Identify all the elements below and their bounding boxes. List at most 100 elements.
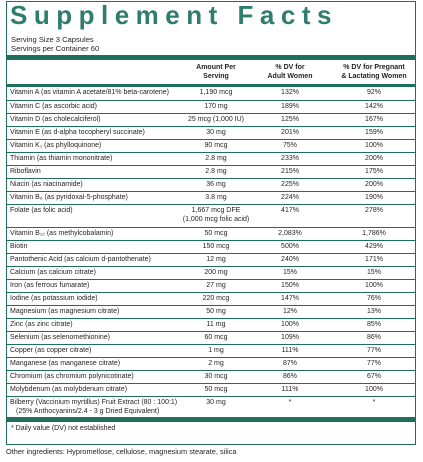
- dv-pregnant-lactating: 77%: [366, 360, 381, 367]
- dv-pregnant-lactating: 278%: [365, 207, 383, 214]
- nutrient-name: Vitamin A (as vitamin A acetate/81% beta…: [10, 89, 170, 96]
- table-row: Vitamin A (as vitamin A acetate/81% beta…: [7, 87, 415, 100]
- dv-adult-women: *: [288, 399, 292, 406]
- amount-per-serving: 1,190 mcg: [199, 89, 233, 96]
- table-row: Iron (as ferrous fumarate) 27 mg 150% 100%: [7, 279, 415, 292]
- dv-adult-women: 15%: [282, 269, 297, 276]
- dv-pregnant-lactating: 76%: [366, 295, 381, 302]
- dv-pregnant-lactating: 190%: [365, 194, 383, 201]
- table-row: Manganese (as manganese citrate) 2 mg 87% 7…: [7, 357, 415, 370]
- amount-per-serving: 25 mcg (1,000 IU): [187, 116, 245, 123]
- header-dv-adult: % DV for Adult Women: [267, 64, 313, 80]
- panel-title: Supplement Facts: [10, 0, 338, 30]
- table-row: Bilberry (Vaccinium myrtillus) Fruit Ext…: [7, 396, 415, 419]
- nutrient-name: Vitamin C (as ascorbic acid): [10, 103, 98, 110]
- nutrient-name: Vitamin K₁ (as phylloquinone): [10, 142, 102, 149]
- nutrient-name: Vitamin B₁₂ (as methylcobalamin): [10, 230, 114, 237]
- dv-adult-women: 75%: [282, 142, 297, 149]
- table-row: Calcium (as calcium citrate) 200 mg 15% 15%: [7, 266, 415, 279]
- table-row: Vitamin D (as cholecalciferol) 25 mcg (1,…: [7, 113, 415, 126]
- amount-per-serving: 170 mg: [204, 103, 228, 110]
- nutrient-name: Copper (as copper citrate): [10, 347, 92, 354]
- dv-pregnant-lactating: 85%: [366, 321, 381, 328]
- dv-pregnant-lactating: 13%: [366, 308, 381, 315]
- dv-adult-women: 224%: [281, 194, 299, 201]
- columns-rule: [7, 84, 415, 87]
- dv-pregnant-lactating: 159%: [365, 129, 383, 136]
- amount-per-serving: 30 mg: [206, 399, 226, 406]
- dv-pregnant-lactating: 100%: [365, 386, 383, 393]
- table-row: Biotin 150 mcg 500% 429%: [7, 240, 415, 253]
- dv-adult-women: 2,083%: [278, 230, 302, 237]
- amount-per-serving: 200 mg: [204, 269, 228, 276]
- nutrient-name: Biotin: [10, 243, 28, 250]
- nutrient-name: Iodine (as potassium iodide): [10, 295, 98, 302]
- nutrient-name: Selenium (as selenomethionine): [10, 334, 110, 341]
- nutrient-name: Vitamin D (as cholecalciferol): [10, 116, 101, 123]
- dv-pregnant-lactating: 100%: [365, 142, 383, 149]
- dv-adult-women: 189%: [281, 103, 299, 110]
- nutrient-name: Vitamin E (as d-alpha tocopheryl succina…: [10, 129, 145, 136]
- amount-per-serving: 2.8 mg: [205, 168, 227, 175]
- dv-pregnant-lactating: 15%: [366, 269, 381, 276]
- dv-adult-women: 111%: [281, 347, 299, 354]
- amount-per-serving: 36 mg: [206, 181, 226, 188]
- nutrient-name: Molybdenum (as molybdenum citrate): [10, 386, 128, 393]
- amount-per-serving: 3.8 mg: [205, 194, 227, 201]
- table-row: Folate (as folic acid) 1,667 mcg DFE 417% 2…: [7, 204, 415, 227]
- table-row: Chromium (as chromium polynicotinate) 30 …: [7, 370, 415, 383]
- dv-adult-women: 12%: [282, 308, 297, 315]
- amount-per-serving: 2.8 mg: [205, 155, 227, 162]
- table-row: Pantothenic Acid (as calcium d-pantothen…: [7, 253, 415, 266]
- nutrient-name: Bilberry (Vaccinium myrtillus) Fruit Ext…: [10, 399, 178, 406]
- dv-pregnant-lactating: 171%: [365, 256, 383, 263]
- dv-pregnant-lactating: 142%: [365, 103, 383, 110]
- serving-size: Serving Size 3 Capsules: [11, 35, 94, 44]
- dv-pregnant-lactating: 175%: [365, 168, 383, 175]
- amount-per-serving: 30 mcg: [204, 373, 228, 380]
- nutrient-name: Iron (as ferrous fumarate): [10, 282, 90, 289]
- dv-adult-women: 233%: [281, 155, 299, 162]
- dv-adult-women: 86%: [282, 373, 297, 380]
- dv-pregnant-lactating: 167%: [365, 116, 383, 123]
- nutrient-name: Pantothenic Acid (as calcium d-pantothen…: [10, 256, 151, 263]
- nutrient-name: Chromium (as chromium polynicotinate): [10, 373, 134, 380]
- dv-pregnant-lactating: 1,786%: [362, 230, 386, 237]
- table-row: Niacin (as niacinamide) 36 mg 225% 200%: [7, 178, 415, 191]
- nutrient-name: Thiamin (as thiamin mononitrate): [10, 155, 113, 162]
- table-row: Selenium (as selenomethionine) 60 mcg 109%…: [7, 331, 415, 344]
- dv-pregnant-lactating: 92%: [366, 89, 381, 96]
- footer-rule: [7, 417, 415, 422]
- amount-per-serving: 90 mcg: [204, 142, 228, 149]
- dv-adult-women: 225%: [281, 181, 299, 188]
- dv-adult-women: 125%: [281, 116, 299, 123]
- nutrient-name-detail: (25% Anthocyanins/2.4 - 3 g Dried Equiva…: [16, 408, 160, 415]
- header-dv-pregnant: % DV for Pregnant & Lactating Women: [341, 64, 407, 80]
- table-row: Riboflavin 2.8 mg 215% 175%: [7, 165, 415, 178]
- header-rule: [7, 55, 415, 60]
- header-amount: Amount Per Serving: [196, 64, 236, 80]
- table-row: Iodine (as potassium iodide) 220 mcg 147% 7…: [7, 292, 415, 305]
- dv-adult-women: 147%: [281, 295, 299, 302]
- table-row: Molybdenum (as molybdenum citrate) 50 mcg…: [7, 383, 415, 396]
- nutrient-name: Niacin (as niacinamide): [10, 181, 83, 188]
- amount-per-serving: 1 mg: [208, 347, 224, 354]
- dv-adult-women: 417%: [281, 207, 299, 214]
- footnote: * Daily value (DV) not established: [11, 425, 116, 432]
- amount-per-serving: 30 mg: [206, 129, 226, 136]
- amount-per-serving: 50 mg: [206, 308, 226, 315]
- amount-per-serving: 150 mcg: [202, 243, 230, 250]
- dv-adult-women: 500%: [281, 243, 299, 250]
- table-row: Magnesium (as magnesium citrate) 50 mg 12%…: [7, 305, 415, 318]
- table-row: Copper (as copper citrate) 1 mg 111% 77%: [7, 344, 415, 357]
- nutrient-name: Zinc (as zinc citrate): [10, 321, 73, 328]
- dv-pregnant-lactating: *: [372, 399, 376, 406]
- dv-pregnant-lactating: 67%: [366, 373, 381, 380]
- dv-adult-women: 240%: [281, 256, 299, 263]
- amount-per-serving: 220 mcg: [202, 295, 230, 302]
- table-row: Vitamin C (as ascorbic acid) 170 mg 189% 14…: [7, 100, 415, 113]
- nutrient-name: Calcium (as calcium citrate): [10, 269, 96, 276]
- dv-adult-women: 87%: [282, 360, 297, 367]
- table-row: Vitamin B₆ (as pyridoxal-5-phosphate) 3.8…: [7, 191, 415, 204]
- amount-per-serving: 27 mg: [206, 282, 226, 289]
